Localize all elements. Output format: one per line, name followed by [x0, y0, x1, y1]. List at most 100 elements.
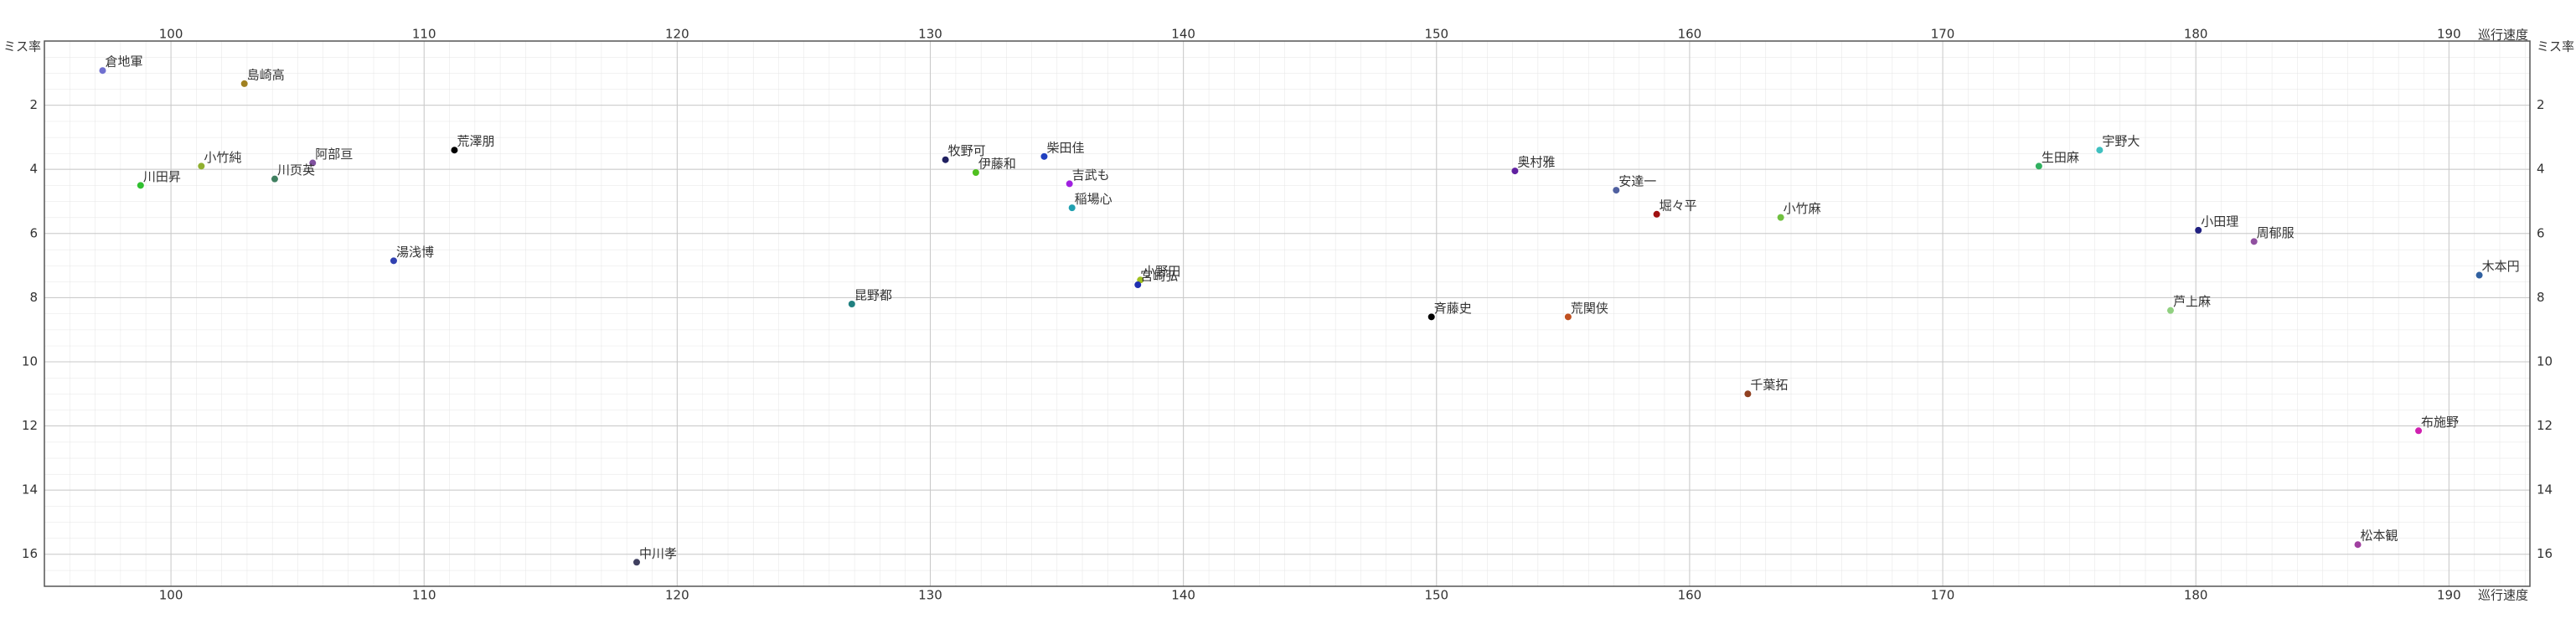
x-tick-label-bottom: 160	[1678, 588, 1702, 603]
point-label: 布施野	[2421, 415, 2459, 430]
x-tick-label: 170	[1931, 27, 1955, 42]
plot-frame	[44, 40, 2531, 587]
point	[972, 169, 979, 177]
point	[2035, 162, 2042, 170]
point	[1068, 204, 1076, 212]
point-label: 島崎高	[247, 67, 285, 82]
minor-grid	[44, 41, 2530, 586]
x-tick-label: 190	[2437, 27, 2461, 42]
x-axis-title: 巡行速度	[2478, 588, 2528, 603]
point-label: 荒澤朋	[457, 134, 494, 149]
point	[1777, 214, 1784, 221]
point-label: 倉地軍	[105, 54, 142, 70]
x-tick-label: 100	[159, 27, 183, 42]
point	[390, 257, 397, 265]
point	[99, 67, 106, 75]
point	[2166, 307, 2174, 314]
y-tick-label: 16	[22, 546, 38, 561]
y-tick-label-right: 12	[2537, 418, 2553, 433]
point-label: 川页英	[277, 162, 315, 178]
x-tick-label-bottom: 140	[1171, 588, 1195, 603]
y-tick-label-right: 6	[2537, 225, 2545, 240]
point-label: 阿部亘	[315, 147, 353, 162]
point	[1040, 152, 1048, 160]
point-label: 堀々平	[1660, 198, 1697, 213]
point	[271, 175, 278, 183]
point-label: 芦上麻	[2173, 294, 2211, 309]
point-label: 昆野都	[854, 288, 892, 303]
point-label: 小竹麻	[1784, 201, 1821, 216]
x-tick-label: 150	[1424, 27, 1448, 42]
point	[1744, 390, 1752, 398]
y-tick-label: 14	[22, 482, 38, 498]
point-label: 稲場心	[1075, 192, 1112, 207]
point	[2415, 427, 2423, 435]
x-axis-title-top: 巡行速度	[2478, 28, 2528, 43]
point-label: 生田麻	[2042, 150, 2079, 165]
x-tick-label-bottom: 170	[1931, 588, 1955, 603]
y-tick-label-right: 2	[2537, 97, 2545, 112]
y-tick-label-right: 10	[2537, 353, 2553, 369]
point	[1134, 281, 1142, 289]
y-tick-label: 12	[22, 418, 38, 433]
point	[2096, 147, 2104, 154]
point-label: 吉武も	[1072, 168, 1110, 183]
x-tick-label-bottom: 180	[2184, 588, 2208, 603]
point-label: 牧野可	[948, 143, 986, 158]
point-label: 千葉拓	[1750, 378, 1788, 393]
point	[633, 559, 641, 566]
point	[2195, 226, 2202, 234]
x-tick-label: 130	[918, 27, 942, 42]
point-label: 中川孝	[639, 546, 677, 561]
point-label: 川田昇	[143, 169, 181, 184]
x-tick-label: 160	[1678, 27, 1702, 42]
x-tick-label: 110	[412, 27, 436, 42]
y-tick-label-right: 16	[2537, 546, 2553, 561]
point	[2250, 238, 2258, 245]
y-tick-label: 8	[29, 290, 38, 305]
point	[309, 159, 317, 167]
point-label: 湯浅博	[396, 245, 434, 260]
point	[451, 147, 458, 154]
point	[1653, 210, 1660, 218]
point	[137, 182, 144, 189]
y-axis-title-right: ミス率	[2537, 39, 2574, 54]
point-label: 小竹純	[204, 150, 241, 165]
point-label: 小田理	[2201, 214, 2238, 229]
y-tick-label: 2	[29, 97, 38, 112]
point	[848, 301, 855, 308]
y-tick-label: 6	[29, 225, 38, 240]
x-tick-label: 120	[665, 27, 689, 42]
y-tick-label-right: 14	[2537, 482, 2553, 498]
point	[198, 162, 205, 170]
y-tick-label: 10	[22, 353, 38, 369]
y-tick-label-right: 8	[2537, 290, 2545, 305]
y-axis-title: ミス率	[3, 39, 41, 54]
point-label: 奥村雅	[1517, 155, 1555, 170]
point	[2475, 271, 2483, 279]
point	[2354, 541, 2362, 549]
x-tick-label-bottom: 120	[665, 588, 689, 603]
x-tick-label-bottom: 130	[918, 588, 942, 603]
y-tick-label-right: 4	[2537, 162, 2545, 177]
point-label: 松本観	[2361, 528, 2398, 544]
point-label: 荒関侠	[1571, 301, 1608, 316]
x-tick-label-bottom: 110	[412, 588, 436, 603]
point	[942, 156, 949, 163]
point-label: 伊藤和	[978, 157, 1016, 172]
x-tick-label: 180	[2184, 27, 2208, 42]
point-label: 小野田	[1143, 264, 1180, 279]
x-tick-label-bottom: 150	[1424, 588, 1448, 603]
point	[1427, 313, 1435, 321]
point-label: 宇野大	[2102, 134, 2140, 149]
point-label: 木本円	[2482, 259, 2520, 274]
point	[1511, 168, 1519, 175]
point-label: 周郁服	[2257, 225, 2295, 240]
point-label: 安達一	[1618, 174, 1656, 189]
x-tick-label-bottom: 190	[2437, 588, 2461, 603]
point-label: 斉藤史	[1434, 301, 1472, 316]
point-label: 柴田佳	[1046, 140, 1084, 155]
point	[1564, 313, 1572, 321]
y-tick-label: 4	[29, 162, 38, 177]
x-tick-label: 140	[1171, 27, 1195, 42]
